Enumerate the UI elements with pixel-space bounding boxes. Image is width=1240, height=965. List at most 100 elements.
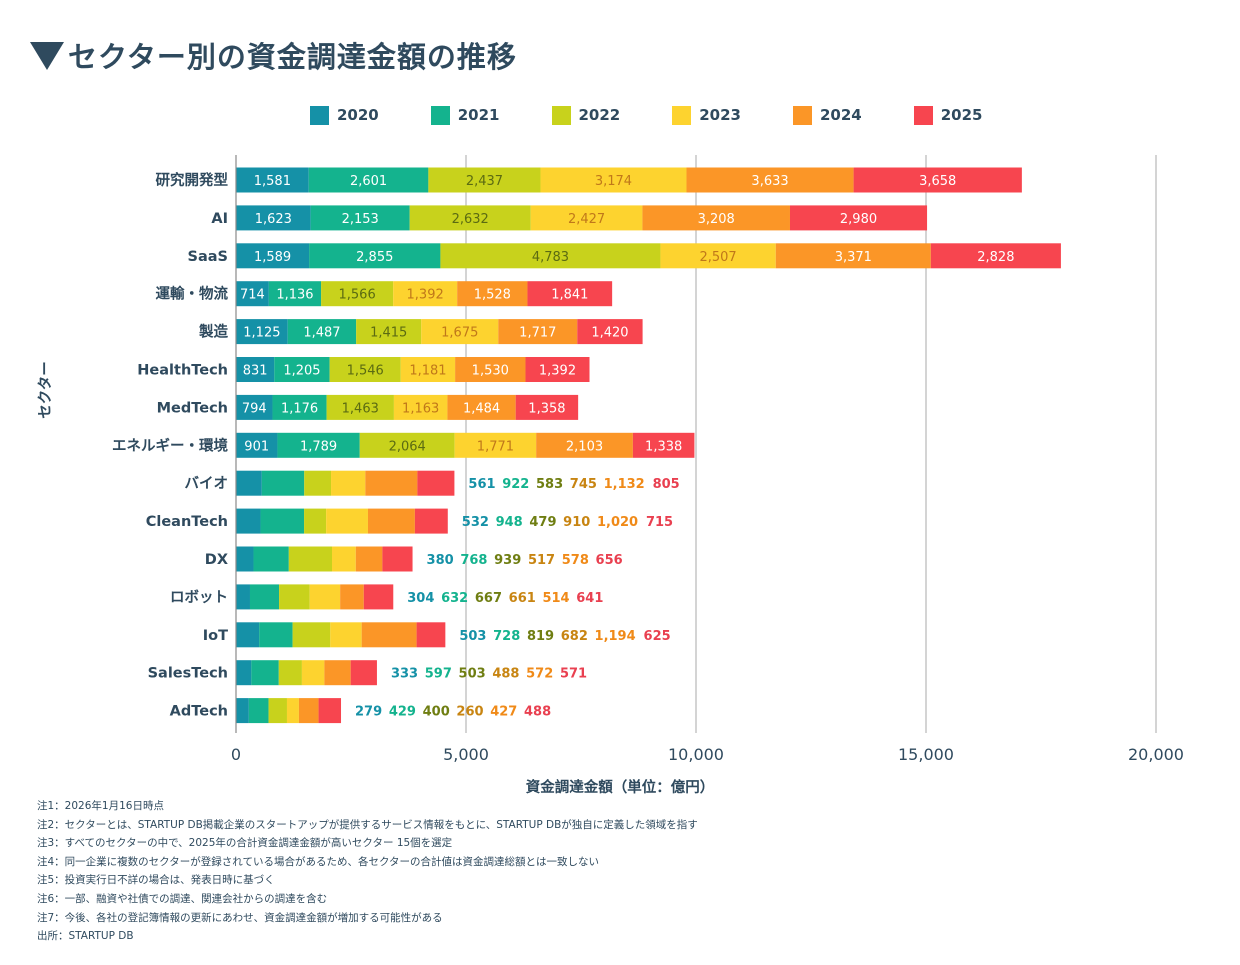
legend-swatch-2024 (793, 105, 812, 125)
bar-segment-2021 (249, 584, 280, 610)
bar-segment-2022 (278, 660, 302, 686)
data-label-2022: 1,546 (347, 364, 384, 379)
bar-segment-2025 (632, 432, 695, 458)
data-label-2020: 304 (407, 591, 434, 606)
data-label-2020: 831 (243, 364, 268, 379)
bar-segment-2025 (853, 167, 1022, 193)
data-label-2021: 1,487 (303, 326, 340, 341)
bar-segment-2023 (393, 394, 448, 420)
bar-segment-2025 (416, 622, 446, 648)
bar-segment-2025 (318, 698, 342, 724)
data-label-2025: 625 (644, 629, 671, 644)
bar-segment-2020 (236, 281, 269, 307)
x-tick-label: 0 (231, 745, 241, 764)
data-label-2022: 1,415 (370, 326, 407, 341)
data-label-2024: 3,633 (751, 174, 788, 189)
data-label-2025: 1,841 (551, 288, 588, 303)
footnote-1: 注1：2026年1月16日時点 (37, 800, 164, 812)
bar-segment-2020 (236, 698, 249, 724)
data-label-2021: 2,153 (342, 212, 379, 227)
data-label-2025: 656 (596, 553, 623, 568)
legend: 2020 2021 2022 2023 2024 2025 (310, 104, 1035, 126)
bar-segment-2022 (440, 243, 661, 269)
bar-segment-2021 (272, 394, 327, 420)
bar-segment-2024 (340, 584, 364, 610)
category-label: バイオ (185, 475, 229, 492)
legend-label-2025: 2025 (940, 106, 983, 124)
bar-segment-2020 (236, 546, 254, 572)
data-label-2022: 939 (494, 553, 521, 568)
data-label-2023: 745 (570, 477, 597, 492)
bar-segment-2025 (350, 660, 377, 686)
bar-segment-2024 (361, 622, 417, 648)
data-label-2020: 561 (468, 477, 495, 492)
bar-segment-2022 (288, 546, 333, 572)
footnotes: 注1：2026年1月16日時点 注2：セクターとは、STARTUP DB掲載企業… (37, 797, 698, 946)
data-label-2024: 1,528 (474, 288, 511, 303)
bar-segment-2025 (577, 319, 643, 345)
bar-segment-2023 (331, 470, 366, 496)
data-label-2024: 1,194 (595, 629, 636, 644)
category-label: SaaS (188, 249, 228, 265)
category-label: SalesTech (148, 666, 228, 682)
bar-segment-2025 (363, 584, 394, 610)
bar-segment-2021 (277, 432, 360, 458)
bar-segment-2020 (236, 357, 275, 382)
legend-item-2022: 2022 (551, 105, 620, 125)
data-label-2025: 1,420 (591, 326, 628, 341)
data-label-2021: 1,136 (276, 288, 313, 303)
data-label-2024: 572 (526, 667, 553, 682)
data-label-2025: 1,358 (528, 401, 565, 416)
bar-segment-2020 (236, 470, 262, 496)
bar-segment-2025 (525, 357, 590, 382)
data-label-2023: 1,675 (441, 326, 478, 341)
data-label-2024: 1,530 (472, 364, 509, 379)
category-label: AI (211, 211, 228, 227)
bar-segment-2024 (536, 432, 633, 458)
data-label-2025: 805 (653, 477, 680, 492)
data-label-2021: 597 (425, 667, 452, 682)
data-label-2021: 922 (502, 477, 529, 492)
bar-segment-2021 (253, 546, 289, 572)
bar-segment-2025 (382, 546, 413, 572)
bar-segment-2021 (261, 470, 305, 496)
data-label-2024: 3,371 (835, 250, 872, 265)
legend-item-2021: 2021 (430, 105, 500, 125)
data-label-2022: 667 (475, 591, 502, 606)
bar-segment-2025 (515, 394, 579, 420)
bar-segment-2022 (326, 394, 394, 420)
footnote-2: 注2：セクターとは、STARTUP DB掲載企業のスタートアップが提供するサービ… (37, 818, 698, 831)
data-label-2021: 728 (493, 629, 520, 644)
data-label-2024: 2,103 (566, 439, 603, 454)
bar-segment-2022 (356, 319, 422, 345)
x-axis-title: 資金調達金額（単位：億円） (526, 778, 715, 796)
data-label-2022: 819 (527, 629, 554, 644)
bar-segment-2025 (414, 508, 448, 534)
bar-segment-2024 (642, 205, 790, 231)
bar-segment-2021 (287, 319, 357, 345)
bar-segment-2020 (236, 243, 310, 269)
data-label-2024: 427 (490, 705, 517, 720)
bar-segment-2022 (304, 470, 332, 496)
bar-segment-2025 (417, 470, 455, 496)
data-label-2023: 1,181 (409, 364, 446, 379)
bar-segment-2020 (236, 319, 288, 345)
bar-segment-2022 (409, 205, 531, 231)
bar-segment-2024 (355, 546, 383, 572)
bar-segment-2024 (367, 508, 415, 534)
bar-segment-2023 (301, 660, 325, 686)
footnote-5: 注5：投資実行日不詳の場合は、発表日時に基づく (37, 874, 275, 887)
bar-segment-2022 (428, 167, 541, 193)
data-label-2022: 2,064 (389, 439, 426, 454)
data-label-2024: 1,717 (519, 326, 556, 341)
bar-segment-2022 (279, 584, 310, 610)
bar-segment-2023 (540, 167, 687, 193)
category-label: エネルギー・環境 (112, 436, 228, 454)
legend-label-2024: 2024 (820, 106, 862, 124)
bar-segment-2024 (447, 394, 516, 420)
data-label-2023: 260 (456, 705, 483, 720)
bar-segment-2021 (310, 205, 410, 231)
data-label-2020: 380 (427, 553, 454, 568)
bar-segment-2023 (660, 243, 776, 269)
data-label-2020: 333 (391, 667, 418, 682)
